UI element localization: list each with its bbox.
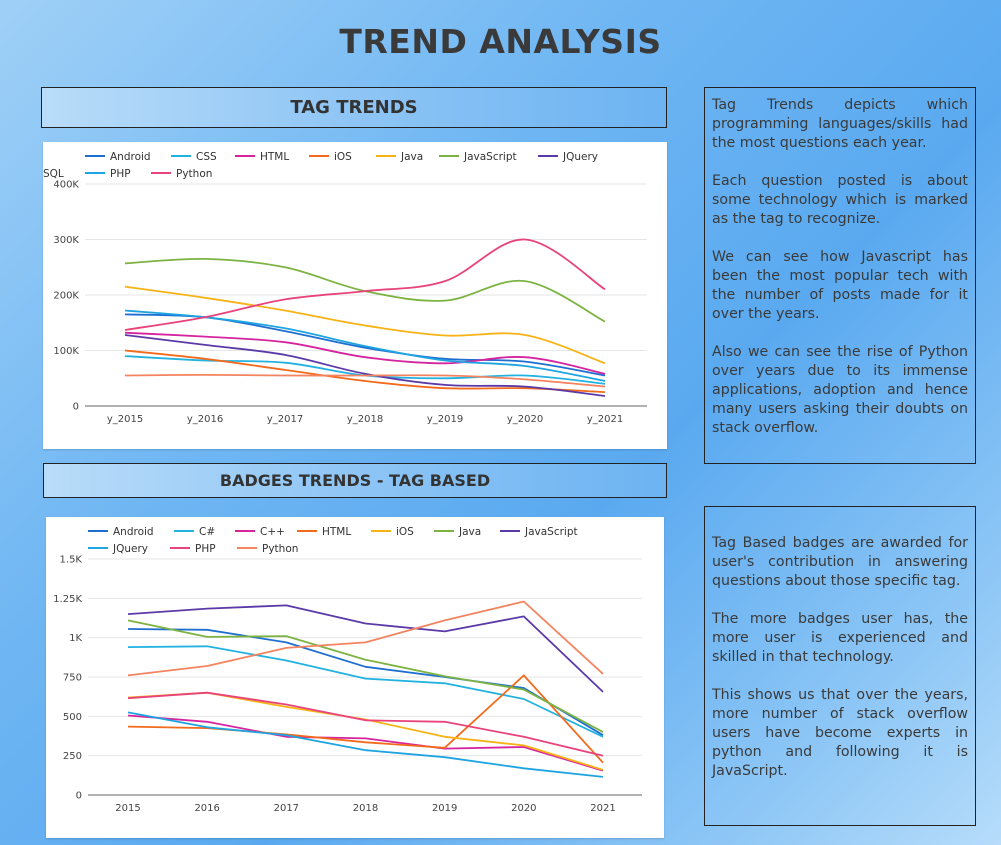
tag-chart-legend-item-javascript[interactable]: JavaScript [439, 151, 517, 163]
badge-chart-legend-item-ios[interactable]: iOS [371, 526, 414, 538]
badge-chart-y-tick-label: 1.5K [60, 555, 83, 566]
badge-chart-y-tick-label: 1.25K [53, 594, 82, 605]
tag-chart-series-line-php[interactable] [124, 309, 606, 382]
badge-chart-x-tick-label: 2021 [590, 803, 615, 814]
tag-chart-legend-item-android[interactable]: Android [85, 151, 151, 163]
badges-trends-chart[interactable]: 0 250 500 750 1K 1.25K 1.5K 2015 2016 2017 2018 201… [46, 517, 664, 838]
badge-chart-legend-label: C# [199, 526, 215, 538]
badge-chart-x-tick-label: 2018 [353, 803, 378, 814]
tag-chart-x-tick-label: y_2017 [267, 414, 303, 425]
tag-trends-desc-p4: Also we can see the rise of Python over … [712, 344, 968, 436]
badge-chart-y-tick-label: 250 [63, 751, 82, 762]
tag-chart-y-tick-label: 0 [73, 402, 79, 413]
badge-chart-y-tick-label: 1K [69, 633, 82, 644]
badge-chart-series-line-php[interactable] [127, 691, 604, 757]
tag-chart-y-tick-label: 100K [53, 346, 79, 357]
badge-chart-legend-label: iOS [396, 526, 414, 538]
tag-chart-legend-item-python[interactable]: Python [151, 168, 212, 180]
badge-chart-y-tick-label: 500 [63, 712, 82, 723]
tag-chart-legend-label: Android [110, 151, 151, 163]
badges-trends-chart-svg: 0 250 500 750 1K 1.25K 1.5K 2015 2016 2017 2018 201… [53, 526, 642, 814]
tag-chart-y-tick-label: 200K [53, 291, 79, 302]
badge-chart-y-tick-label: 750 [63, 673, 82, 684]
tag-chart-legend-label: Python [176, 168, 212, 180]
tag-chart-legend-item-java[interactable]: Java [376, 151, 423, 163]
page-title: TREND ANALYSIS [339, 22, 662, 61]
badge-chart-series-line-ios[interactable] [127, 691, 604, 771]
tag-trends-desc-p3: We can see how Javascript has been the m… [712, 249, 968, 322]
tag-chart-legend-label: CSS [196, 151, 217, 163]
tag-chart-x-tick-label: y_2019 [427, 414, 463, 425]
badge-chart-series-line-c[interactable] [127, 645, 604, 738]
badge-chart-y-tick-label: 0 [76, 791, 82, 802]
badge-chart-legend-item-java[interactable]: Java [434, 526, 481, 538]
badge-chart-x-tick-label: 2020 [511, 803, 536, 814]
badge-chart-legend-label: JavaScript [524, 526, 578, 538]
badge-chart-legend-label: PHP [195, 543, 216, 555]
tag-chart-legend-item-php[interactable]: PHP [85, 168, 131, 180]
tag-chart-legend-label: JavaScript [463, 151, 517, 163]
tag-trends-description: Tag Trends depicts which programming lan… [704, 87, 976, 464]
badge-chart-series-line-python[interactable] [127, 600, 604, 677]
badge-chart-legend-item-html[interactable]: HTML [297, 526, 351, 538]
badges-trends-desc-p1: Tag Based badges are awarded for user's … [712, 535, 968, 589]
tag-chart-y-tick-label: 400K [53, 180, 79, 191]
badge-chart-x-tick-label: 2016 [194, 803, 219, 814]
tag-chart-x-tick-label: y_2021 [587, 414, 623, 425]
tag-chart-legend-label: JQuery [562, 151, 598, 163]
badge-chart-x-tick-label: 2015 [115, 803, 140, 814]
tag-chart-y-tick-label: 300K [53, 235, 79, 246]
tag-trends-header: TAG TRENDS [41, 87, 667, 128]
badge-chart-legend-label: Python [262, 543, 298, 555]
tag-chart-x-tick-label: y_2018 [347, 414, 383, 425]
tag-trends-desc-p1: Tag Trends depicts which programming lan… [712, 97, 968, 151]
badge-chart-legend-label: C++ [260, 526, 285, 538]
tag-trends-chart[interactable]: 0 100K 200K 300K 400K y_2015 y_2016 y_2017 y_201… [43, 142, 667, 449]
tag-chart-x-tick-label: y_2015 [107, 414, 143, 425]
tag-chart-legend-label: Java [400, 151, 423, 163]
badge-chart-legend-label: Java [458, 526, 481, 538]
badge-chart-x-tick-label: 2017 [274, 803, 299, 814]
tag-chart-legend-item-css[interactable]: CSS [171, 151, 217, 163]
tag-chart-series-line-sql[interactable] [124, 374, 606, 388]
badge-chart-series-line-android[interactable] [127, 628, 604, 736]
tag-chart-series-line-html[interactable] [124, 331, 606, 375]
badge-chart-legend-label: HTML [322, 526, 351, 538]
badge-chart-x-tick-label: 2019 [432, 803, 457, 814]
tag-chart-series-line-python[interactable] [124, 238, 606, 331]
badge-chart-legend-item-python[interactable]: Python [237, 543, 298, 555]
badge-chart-series-line-java[interactable] [127, 619, 604, 733]
tag-trends-chart-svg: 0 100K 200K 300K 400K y_2015 y_2016 y_2017 y_201… [43, 151, 647, 425]
badges-trends-description: Tag Based badges are awarded for user's … [704, 506, 976, 826]
tag-chart-series-line-jquery[interactable] [124, 334, 606, 397]
tag-chart-x-tick-label: y_2020 [507, 414, 543, 425]
tag-chart-legend-item-jquery[interactable]: JQuery [538, 151, 598, 163]
tag-chart-legend-item-ios[interactable]: iOS [309, 151, 352, 163]
badge-chart-legend-item-php[interactable]: PHP [170, 543, 216, 555]
tag-chart-series-line-java[interactable] [124, 285, 606, 365]
badge-chart-series-line-jquery[interactable] [127, 711, 604, 778]
tag-chart-legend-label: PHP [110, 168, 131, 180]
badges-trends-desc-p2: The more badges user has, the more user … [712, 611, 968, 665]
badge-chart-series-line-c[interactable] [127, 714, 604, 772]
badge-chart-legend-item-c[interactable]: C++ [235, 526, 285, 538]
tag-chart-legend-label: iOS [334, 151, 352, 163]
badge-chart-legend-item-jquery[interactable]: JQuery [88, 543, 148, 555]
tag-chart-legend-label: SQL [43, 168, 64, 180]
badges-trends-header: BADGES TRENDS - TAG BASED [43, 463, 667, 498]
badge-chart-series-line-javascript[interactable] [127, 604, 604, 693]
tag-chart-x-tick-label: y_2016 [187, 414, 223, 425]
badge-chart-legend-item-android[interactable]: Android [88, 526, 154, 538]
tag-trends-desc-p2: Each question posted is about some techn… [712, 173, 968, 227]
tag-chart-series-line-ios[interactable] [124, 349, 606, 393]
badges-trends-desc-p3: This shows us that over the years, more … [712, 687, 968, 779]
tag-chart-legend-item-html[interactable]: HTML [235, 151, 289, 163]
tag-chart-legend-label: HTML [260, 151, 289, 163]
badge-chart-legend-label: Android [113, 526, 154, 538]
tag-chart-legend-item-sql[interactable]: SQL [43, 168, 64, 180]
badge-chart-legend-label: JQuery [112, 543, 148, 555]
badge-chart-legend-item-javascript[interactable]: JavaScript [500, 526, 578, 538]
badge-chart-legend-item-c[interactable]: C# [174, 526, 215, 538]
